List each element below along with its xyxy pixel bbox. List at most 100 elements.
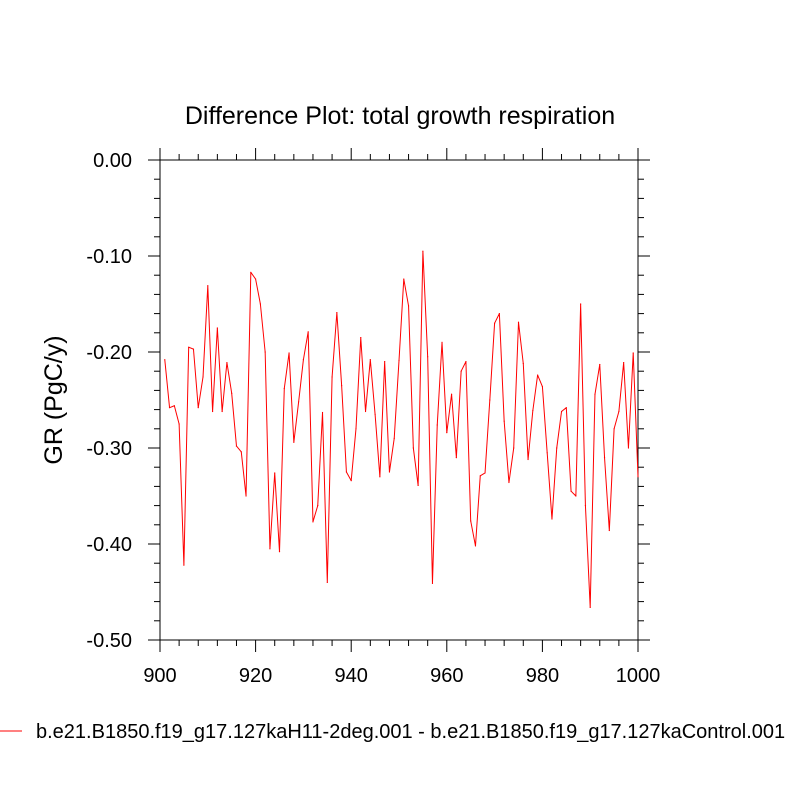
data-point bbox=[498, 313, 500, 315]
data-point bbox=[613, 428, 615, 430]
data-point bbox=[250, 271, 252, 273]
data-point bbox=[508, 481, 510, 484]
data-point bbox=[374, 413, 376, 415]
data-point bbox=[364, 410, 367, 413]
y-tick-label: -0.40 bbox=[86, 534, 132, 556]
axis-ticks bbox=[148, 148, 650, 652]
data-point bbox=[341, 385, 343, 387]
data-point bbox=[379, 476, 381, 478]
data-point bbox=[431, 582, 434, 584]
data-point bbox=[412, 447, 414, 449]
data-point bbox=[317, 505, 319, 507]
data-point bbox=[546, 452, 548, 454]
data-point bbox=[522, 362, 524, 365]
data-point bbox=[355, 428, 357, 430]
data-point bbox=[513, 447, 515, 449]
data-point bbox=[474, 545, 477, 547]
data-point bbox=[384, 361, 386, 363]
data-point bbox=[178, 423, 180, 425]
data-point bbox=[637, 476, 639, 478]
data-point bbox=[336, 312, 338, 314]
chart-title: Difference Plot: total growth respiratio… bbox=[185, 102, 615, 130]
x-tick-label: 900 bbox=[143, 665, 176, 687]
series-points bbox=[164, 250, 639, 608]
data-point bbox=[188, 346, 190, 348]
data-point bbox=[618, 410, 620, 413]
data-point bbox=[197, 407, 199, 409]
data-point bbox=[503, 420, 505, 422]
data-point bbox=[211, 410, 214, 413]
data-point bbox=[489, 399, 491, 401]
data-point bbox=[255, 278, 257, 280]
data-point bbox=[321, 411, 324, 414]
data-point bbox=[283, 387, 285, 390]
data-point bbox=[302, 359, 304, 361]
data-point bbox=[231, 392, 233, 394]
data-point bbox=[398, 360, 400, 362]
data-point bbox=[603, 457, 606, 459]
x-tick-label: 940 bbox=[335, 665, 368, 687]
data-point bbox=[192, 348, 195, 350]
data-point bbox=[632, 352, 634, 354]
legend-label: b.e21.B1850.f19_g17.127kaH11-2deg.001 - … bbox=[36, 721, 785, 743]
legend: b.e21.B1850.f19_g17.127kaH11-2deg.001 - … bbox=[0, 721, 785, 743]
data-point bbox=[298, 401, 300, 403]
y-tick-labels: 0.00 -0.10 -0.20 -0.30 -0.40 -0.50 bbox=[86, 150, 132, 652]
data-point bbox=[560, 410, 563, 413]
y-tick-label: -0.10 bbox=[86, 246, 132, 268]
data-point bbox=[216, 327, 218, 329]
data-point bbox=[259, 303, 261, 305]
data-point bbox=[293, 441, 295, 443]
plot-frame bbox=[159, 159, 639, 641]
data-point bbox=[608, 529, 610, 532]
data-point bbox=[441, 341, 443, 343]
data-point bbox=[207, 285, 209, 287]
data-point bbox=[278, 551, 281, 553]
y-tick-label: -0.20 bbox=[86, 342, 132, 364]
data-point bbox=[407, 305, 410, 307]
data-point bbox=[455, 457, 457, 459]
data-point bbox=[168, 407, 171, 409]
data-point bbox=[173, 405, 175, 407]
data-point bbox=[494, 322, 496, 324]
data-point bbox=[570, 490, 572, 492]
x-tick-label: 980 bbox=[526, 665, 559, 687]
data-point bbox=[551, 518, 553, 520]
data-point bbox=[307, 331, 309, 333]
data-point bbox=[599, 363, 601, 366]
data-point bbox=[537, 374, 539, 376]
data-point bbox=[264, 351, 266, 353]
data-point bbox=[450, 393, 453, 395]
data-point bbox=[221, 410, 223, 413]
data-point bbox=[580, 303, 582, 305]
data-point bbox=[288, 352, 290, 354]
x-tick-label: 1000 bbox=[616, 665, 661, 687]
data-point bbox=[594, 393, 596, 395]
y-axis-label: GR (PgC/y) bbox=[40, 335, 68, 464]
data-point bbox=[427, 356, 429, 358]
data-point bbox=[274, 472, 276, 474]
y-tick-label: -0.30 bbox=[86, 438, 132, 460]
x-tick-labels: 900 920 940 960 980 1000 bbox=[143, 665, 660, 687]
data-point bbox=[226, 361, 228, 364]
data-point bbox=[240, 451, 242, 453]
data-point bbox=[517, 321, 520, 323]
data-point bbox=[627, 447, 630, 449]
data-point bbox=[369, 359, 371, 361]
data-point bbox=[470, 520, 472, 522]
data-point bbox=[393, 437, 395, 439]
data-point bbox=[312, 521, 314, 523]
data-point bbox=[479, 475, 481, 477]
data-point bbox=[326, 581, 328, 584]
data-point bbox=[360, 337, 362, 339]
x-tick-label: 920 bbox=[239, 665, 272, 687]
data-point bbox=[460, 370, 462, 372]
data-point bbox=[565, 407, 567, 409]
data-point bbox=[575, 495, 577, 497]
data-point bbox=[269, 548, 271, 550]
data-point bbox=[436, 424, 438, 426]
data-point bbox=[446, 432, 448, 434]
data-point bbox=[235, 445, 238, 447]
data-point bbox=[331, 376, 333, 378]
